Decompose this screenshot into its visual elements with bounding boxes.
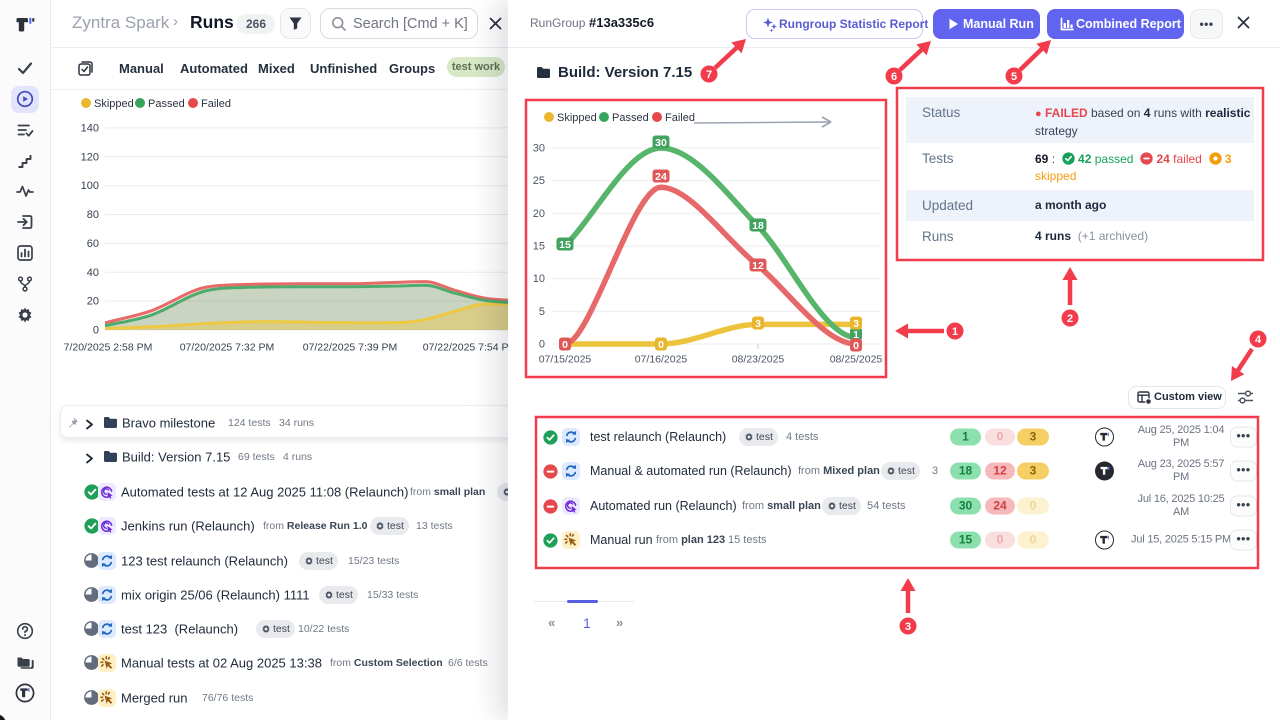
svg-text:Skipped: Skipped	[94, 98, 134, 110]
svg-text:15: 15	[533, 241, 545, 253]
svg-text:07/22/2025 7:39 PM: 07/22/2025 7:39 PM	[303, 342, 398, 354]
svg-text:24: 24	[655, 171, 667, 183]
svg-text:07/15/2025: 07/15/2025	[539, 354, 592, 366]
svg-text:18: 18	[752, 220, 764, 232]
svg-text:0: 0	[93, 325, 99, 337]
svg-text:07/22/2025 7:54 PM: 07/22/2025 7:54 PM	[423, 342, 518, 354]
svg-text:80: 80	[87, 209, 99, 221]
svg-text:0: 0	[539, 339, 545, 351]
svg-text:0: 0	[562, 339, 568, 351]
svg-text:140: 140	[81, 122, 99, 134]
svg-text:10: 10	[533, 273, 545, 285]
svg-text:Failed: Failed	[665, 112, 695, 124]
svg-text:Passed: Passed	[612, 112, 649, 124]
svg-text:20: 20	[533, 208, 545, 220]
svg-text:3: 3	[755, 318, 761, 330]
svg-text:20: 20	[87, 296, 99, 308]
svg-text:60: 60	[87, 238, 99, 250]
svg-text:15: 15	[559, 239, 571, 251]
svg-text:120: 120	[81, 151, 99, 163]
svg-text:5: 5	[539, 306, 545, 318]
svg-text:Passed: Passed	[148, 98, 185, 110]
svg-text:12: 12	[752, 260, 764, 272]
svg-text:08/23/2025: 08/23/2025	[732, 354, 785, 366]
svg-text:25: 25	[533, 175, 545, 187]
svg-text:Failed: Failed	[201, 98, 231, 110]
svg-text:40: 40	[87, 267, 99, 279]
svg-text:30: 30	[533, 143, 545, 155]
svg-text:0: 0	[658, 339, 664, 351]
svg-text:3: 3	[853, 318, 859, 330]
svg-text:Skipped: Skipped	[557, 112, 597, 124]
svg-text:0: 0	[853, 340, 859, 352]
svg-text:100: 100	[81, 180, 99, 192]
svg-text:08/25/2025: 08/25/2025	[830, 354, 883, 366]
svg-text:07/16/2025: 07/16/2025	[635, 354, 688, 366]
svg-text:30: 30	[655, 137, 667, 149]
svg-text:7/20/2025 2:58 PM: 7/20/2025 2:58 PM	[64, 342, 153, 354]
svg-text:07/20/2025 7:32 PM: 07/20/2025 7:32 PM	[180, 342, 275, 354]
